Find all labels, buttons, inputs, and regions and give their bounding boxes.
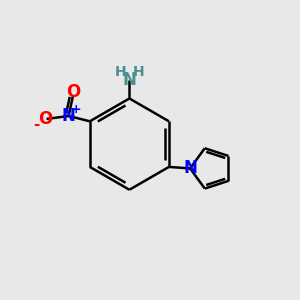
Text: N: N (122, 71, 136, 89)
Text: H: H (115, 65, 126, 79)
Text: O: O (38, 110, 52, 128)
Text: H: H (132, 65, 144, 79)
Text: N: N (183, 159, 197, 177)
Text: N: N (62, 107, 76, 125)
Text: O: O (66, 83, 80, 101)
Text: -: - (33, 117, 40, 132)
Text: +: + (70, 103, 81, 116)
